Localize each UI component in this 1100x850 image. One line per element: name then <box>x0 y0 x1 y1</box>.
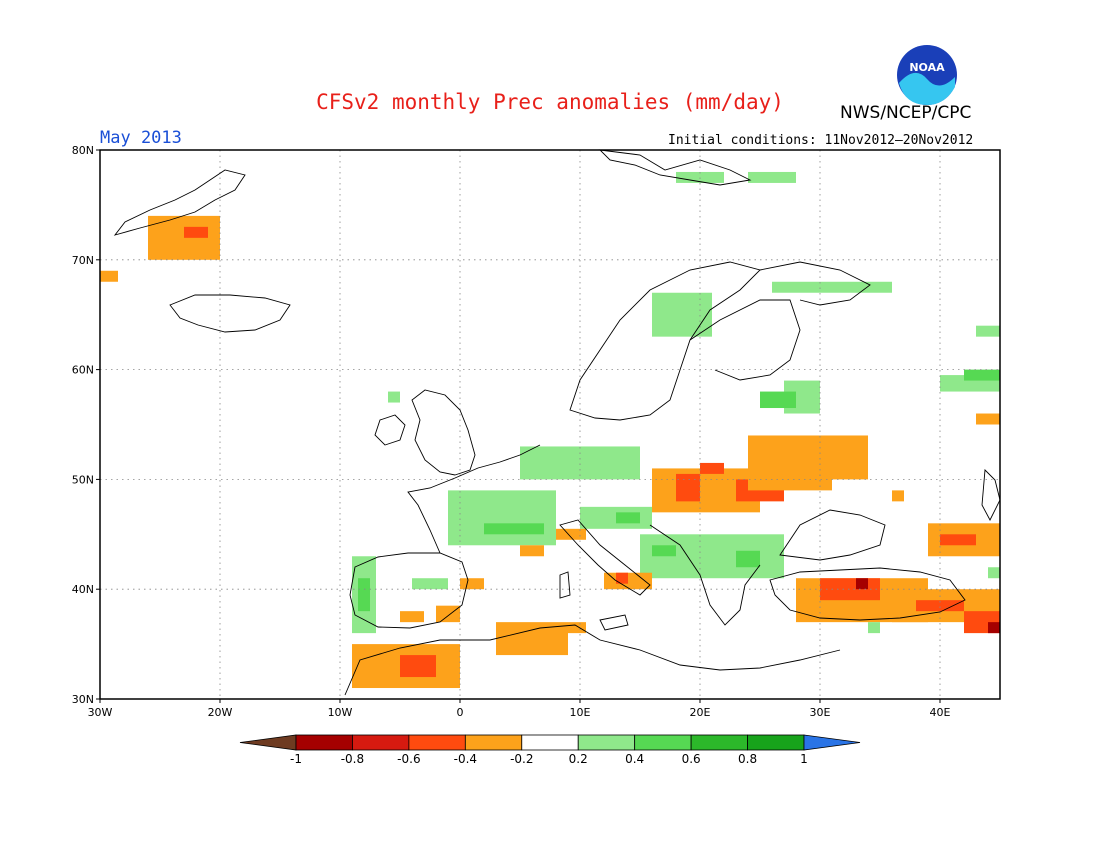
anomaly-cells <box>100 171 1000 689</box>
anomaly-cell <box>868 622 880 634</box>
anomaly-cell <box>184 226 208 238</box>
colorbar-label: 0.4 <box>625 752 644 766</box>
agency-label: NWS/NCEP/CPC <box>840 103 972 123</box>
colorbar-legend: -1 -0.8 -0.6 -0.4 -0.2 0.2 0.4 0.6 0.8 1 <box>239 734 861 766</box>
noaa-logo: NOAA <box>895 43 959 111</box>
colorbar-segment <box>690 734 748 751</box>
anomaly-cell <box>520 545 544 557</box>
anomaly-cell <box>388 391 400 403</box>
lon-tick-label: 20E <box>690 706 711 719</box>
colorbar-high-arrow <box>803 734 861 751</box>
graticule <box>100 150 1000 699</box>
chart-title: CFSv2 monthly Prec anomalies (mm/day) <box>316 90 784 114</box>
lat-tick-label: 60N <box>72 364 94 377</box>
colorbar-segment <box>521 734 579 751</box>
anomaly-cell <box>988 567 1000 579</box>
anomaly-cell <box>976 325 1000 337</box>
colorbar-label: -0.4 <box>454 752 477 766</box>
colorbar-label: -0.6 <box>397 752 420 766</box>
lon-tick-label: 40E <box>930 706 951 719</box>
anomaly-cell <box>652 545 676 557</box>
anomaly-cell <box>400 655 436 678</box>
colorbar-segment <box>352 734 410 751</box>
anomaly-cell <box>568 622 586 634</box>
anomaly-cell <box>652 292 712 337</box>
colorbar-label: 1 <box>800 752 808 766</box>
anomaly-cell <box>772 281 892 293</box>
lat-tick-label: 30N <box>72 693 94 706</box>
colorbar-label: -0.2 <box>510 752 533 766</box>
anomaly-cell <box>460 578 484 590</box>
anomaly-cell <box>736 550 760 568</box>
colorbar-label: -1 <box>290 752 302 766</box>
anomaly-cell <box>916 600 964 612</box>
colorbar-segment <box>295 734 353 751</box>
colorbar-segment <box>577 734 636 751</box>
lon-tick-label: 30W <box>88 706 113 719</box>
lon-tick-label: 30E <box>810 706 831 719</box>
anomaly-cell <box>988 622 1000 634</box>
anomaly-cell <box>520 446 640 480</box>
anomaly-cell <box>976 413 1000 425</box>
colorbar-label: -0.8 <box>341 752 364 766</box>
lon-tick-label: 0 <box>457 706 464 719</box>
anomaly-cell <box>412 578 448 590</box>
lat-tick-label: 80N <box>72 144 94 157</box>
colorbar-segment <box>747 734 805 751</box>
lat-tick-label: 70N <box>72 254 94 267</box>
anomaly-cell <box>100 270 118 282</box>
colorbar-label: 0.6 <box>682 752 701 766</box>
anomaly-cell <box>556 528 586 540</box>
anomaly-cell <box>940 534 976 546</box>
anomaly-cell <box>496 622 568 656</box>
anomaly-cell <box>832 435 868 480</box>
anomaly-cell <box>892 490 904 502</box>
coastlines <box>113 149 1001 696</box>
anomaly-cell <box>748 171 796 183</box>
anomaly-cell <box>400 611 424 623</box>
anomaly-cell <box>616 512 640 524</box>
forecast-period: May 2013 <box>100 128 182 148</box>
anomaly-cell <box>448 490 556 546</box>
lon-tick-label: 10W <box>328 706 353 719</box>
lat-tick-label: 50N <box>72 473 94 486</box>
lon-tick-label: 10E <box>570 706 591 719</box>
colorbar-low-arrow <box>239 734 297 751</box>
anomaly-cell <box>484 523 544 535</box>
anomaly-cell <box>358 578 370 612</box>
colorbar-segment <box>408 734 466 751</box>
anomaly-cell <box>676 473 700 502</box>
svg-text:NOAA: NOAA <box>909 61 945 74</box>
map-frame <box>99 149 1001 700</box>
anomaly-cell <box>856 578 868 590</box>
anomaly-cell <box>760 391 796 409</box>
initial-conditions: Initial conditions: 11Nov2012—20Nov2012 <box>668 133 974 148</box>
anomaly-cell <box>436 605 460 623</box>
lat-tick-label: 40N <box>72 583 94 596</box>
anomaly-cell <box>748 435 832 491</box>
anomaly-cell <box>616 572 628 584</box>
colorbar-label: 0.2 <box>569 752 588 766</box>
colorbar-segment <box>634 734 692 751</box>
anomaly-cell <box>676 171 724 183</box>
colorbar-segment <box>464 734 523 751</box>
lon-tick-label: 20W <box>208 706 233 719</box>
anomaly-cell <box>964 369 1000 381</box>
anomaly-cell <box>700 462 724 474</box>
colorbar-label: 0.8 <box>738 752 757 766</box>
